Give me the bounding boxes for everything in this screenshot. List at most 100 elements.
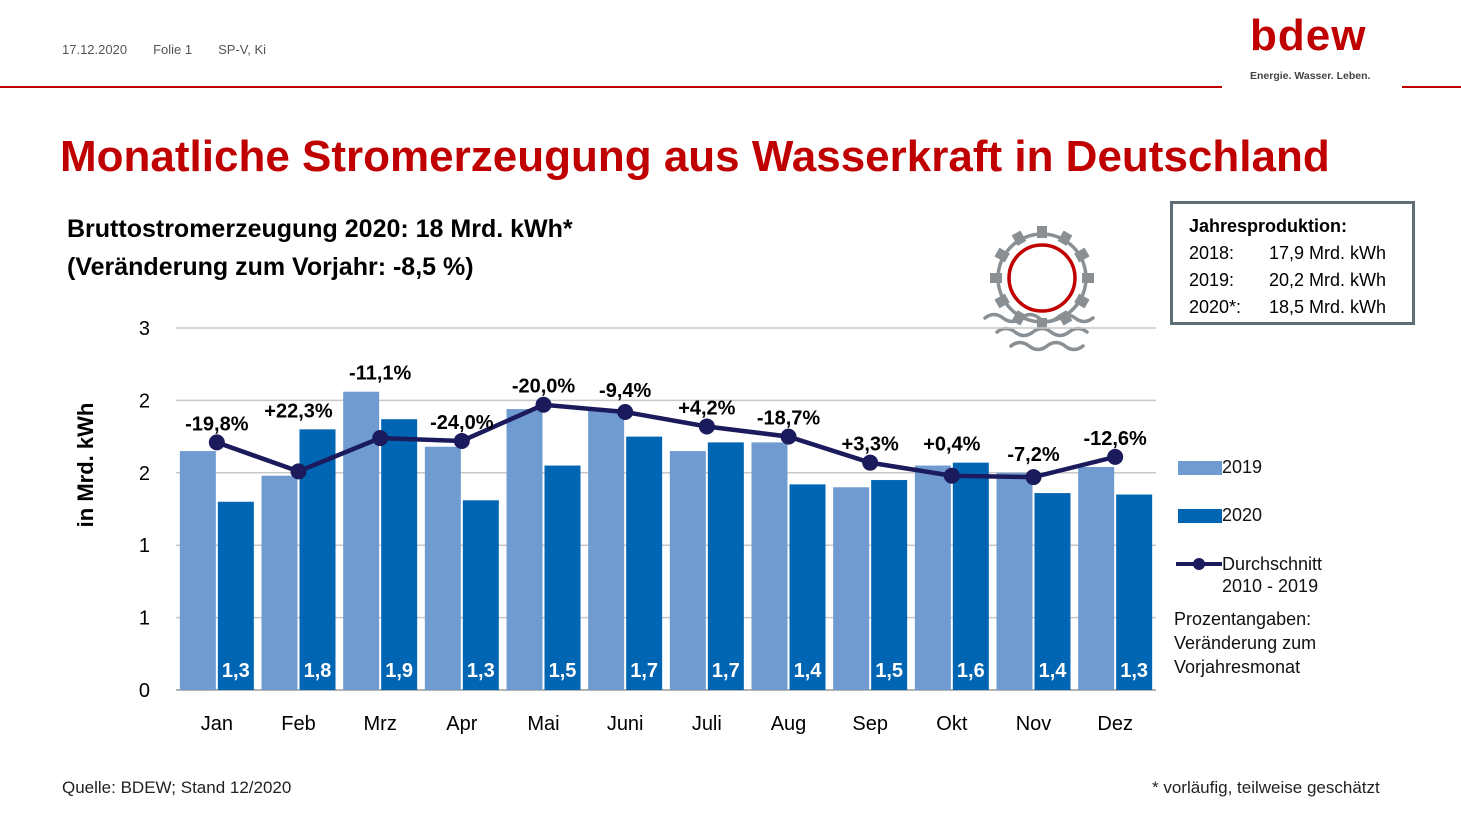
bar-2019-feb bbox=[261, 475, 298, 690]
subtitle-line-2: (Veränderung zum Vorjahr: -8,5 %) bbox=[67, 253, 474, 281]
y-tick-label: 2 bbox=[139, 390, 150, 412]
change-label: -24,0% bbox=[430, 412, 494, 434]
bar-2020-data-label: 1,4 bbox=[794, 660, 823, 682]
x-tick-label: Apr bbox=[446, 713, 477, 735]
source-note: Quelle: BDEW; Stand 12/2020 bbox=[62, 778, 292, 797]
note-line-3: Vorjahresmonat bbox=[1174, 657, 1301, 677]
legend-label-average: Durchschnitt 2010 - 2019 bbox=[1222, 553, 1322, 597]
bar-2020-jan bbox=[217, 501, 254, 690]
average-point-aug bbox=[780, 428, 797, 445]
annual-production-box: Jahresproduktion: 2018: 17,9 Mrd. kWh 201… bbox=[1170, 201, 1415, 325]
annual-year: 2018: bbox=[1189, 243, 1235, 263]
annual-production-title: Jahresproduktion: bbox=[1189, 216, 1348, 236]
annual-row-2020: 2020*: 18,5 Mrd. kWh bbox=[1189, 294, 1412, 321]
average-point-dez bbox=[1107, 448, 1124, 465]
bar-2020-data-label: 1,5 bbox=[875, 660, 903, 682]
header-date: 17.12.2020 bbox=[62, 42, 128, 57]
average-point-juni bbox=[617, 403, 634, 420]
change-label: +4,2% bbox=[678, 397, 735, 419]
legend-swatch-average bbox=[1176, 558, 1222, 570]
average-point-nov bbox=[1025, 469, 1042, 486]
annual-year: 2019: bbox=[1189, 270, 1235, 290]
bar-2019-aug bbox=[751, 442, 788, 690]
legend-average-line-1: Durchschnitt bbox=[1222, 554, 1323, 574]
legend-swatch-2019 bbox=[1178, 461, 1222, 475]
average-point-mai bbox=[535, 396, 552, 413]
legend-label-2020: 2020 bbox=[1222, 505, 1263, 525]
annual-row-2018: 2018: 17,9 Mrd. kWh bbox=[1189, 240, 1412, 267]
change-label: -19,8% bbox=[185, 413, 249, 435]
legend-average-line-2: 2010 - 2019 bbox=[1222, 576, 1319, 596]
bar-2019-sep bbox=[833, 487, 870, 690]
bar-2019-okt bbox=[914, 465, 951, 690]
annual-year: 2020*: bbox=[1189, 297, 1242, 317]
annual-value: 17,9 Mrd. kWh bbox=[1269, 243, 1387, 263]
logo-word: bdew bbox=[1250, 11, 1367, 60]
annual-value: 20,2 Mrd. kWh bbox=[1269, 270, 1387, 290]
chart-grid: 0 1 1 2 2 3 bbox=[139, 318, 1156, 702]
note-line-1: Prozentangaben: bbox=[1174, 609, 1312, 629]
bar-2020-sep bbox=[871, 480, 908, 690]
bar-2019-jan bbox=[179, 451, 216, 690]
change-label: -11,1% bbox=[349, 363, 411, 385]
subtitle: Bruttostromerzeugung 2020: 18 Mrd. kWh* … bbox=[67, 210, 573, 286]
bar-2019-apr bbox=[424, 446, 461, 690]
x-tick-label: Aug bbox=[771, 713, 807, 735]
chart-average-line bbox=[208, 396, 1124, 486]
change-label: +22,3% bbox=[264, 400, 333, 422]
bar-2019-dez bbox=[1078, 467, 1115, 690]
average-point-juli bbox=[698, 418, 715, 435]
header-slide: Folie 1 bbox=[153, 42, 193, 57]
average-point-feb bbox=[290, 463, 307, 480]
bar-2020-data-label: 1,5 bbox=[549, 660, 577, 682]
annual-row-2019: 2019: 20,2 Mrd. kWh bbox=[1189, 267, 1412, 294]
x-tick-label: Juni bbox=[607, 713, 644, 735]
average-point-okt bbox=[943, 467, 960, 484]
bar-2020-juli bbox=[707, 442, 744, 690]
change-label: -20,0% bbox=[512, 376, 576, 398]
bdew-logo: bdew Energie. Wasser. Leben. bbox=[1250, 14, 1390, 94]
change-label: +0,4% bbox=[923, 434, 980, 456]
header-divider-right bbox=[1402, 86, 1461, 88]
change-label: -18,7% bbox=[757, 408, 821, 430]
x-tick-label: Mai bbox=[527, 713, 559, 735]
x-tick-label: Jan bbox=[201, 713, 233, 735]
bar-2020-data-label: 1,3 bbox=[467, 660, 495, 682]
x-tick-label: Nov bbox=[1016, 713, 1052, 735]
average-point-apr bbox=[453, 432, 470, 449]
bar-2020-nov bbox=[1034, 493, 1071, 690]
bar-2020-data-label: 1,3 bbox=[222, 660, 250, 682]
bar-2020-mrz bbox=[381, 419, 418, 690]
bar-2020-apr bbox=[462, 500, 499, 690]
y-tick-label: 2 bbox=[139, 463, 150, 485]
y-tick-label: 1 bbox=[139, 535, 150, 557]
average-line-path bbox=[216, 402, 1116, 480]
legend-label-2019: 2019 bbox=[1222, 457, 1263, 477]
percent-note: Prozentangaben: Veränderung zum Vorjahre… bbox=[1174, 607, 1316, 679]
logo-tagline: Energie. Wasser. Leben. bbox=[1250, 70, 1371, 82]
legend-swatch-2020 bbox=[1178, 509, 1222, 523]
y-tick-label: 3 bbox=[139, 318, 150, 340]
bar-2020-okt bbox=[952, 462, 989, 690]
x-tick-label: Dez bbox=[1097, 713, 1133, 735]
page-title: Monatliche Stromerzeugung aus Wasserkraf… bbox=[60, 132, 1330, 181]
y-tick-label: 0 bbox=[139, 680, 150, 702]
bar-2020-data-label: 1,7 bbox=[712, 660, 740, 682]
bar-2019-mai bbox=[506, 409, 543, 690]
chart-labels: 1,3 Jan 1,8 Feb 1,9 Mrz 1,3 Apr 1,5 Mai 1,7 Juni 1,7… bbox=[185, 363, 1148, 735]
bar-2020-aug bbox=[789, 484, 826, 690]
note-line-2: Veränderung zum bbox=[1174, 633, 1317, 653]
average-point-mrz bbox=[372, 430, 389, 447]
subtitle-line-1: Bruttostromerzeugung 2020: 18 Mrd. kWh* bbox=[67, 215, 573, 243]
header-divider-left bbox=[0, 86, 1222, 88]
bar-2020-data-label: 1,4 bbox=[1039, 660, 1068, 682]
average-point-sep bbox=[862, 454, 879, 471]
change-label: -9,4% bbox=[599, 380, 651, 402]
change-label: -12,6% bbox=[1083, 428, 1147, 450]
x-tick-label: Sep bbox=[852, 713, 888, 735]
x-tick-label: Juli bbox=[692, 713, 722, 735]
x-tick-label: Feb bbox=[281, 713, 315, 735]
bar-2020-data-label: 1,7 bbox=[630, 660, 658, 682]
bar-2019-nov bbox=[996, 472, 1033, 690]
